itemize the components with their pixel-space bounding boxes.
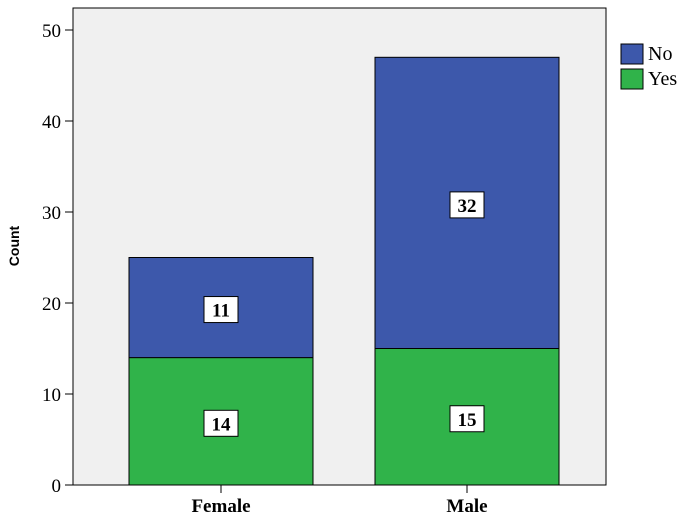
- x-tick-label-male: Male: [446, 496, 487, 516]
- y-axis: 0 10 20 30 40 50: [42, 21, 73, 497]
- legend-label: No: [648, 43, 672, 65]
- y-axis-title: Count: [6, 225, 22, 266]
- legend-item-yes: Yes: [620, 68, 677, 90]
- legend-label: Yes: [648, 68, 677, 90]
- data-label-male-no: 32: [449, 191, 485, 219]
- legend: No Yes: [620, 43, 677, 90]
- y-tick-label: 0: [52, 476, 62, 497]
- data-label-text: 32: [458, 196, 477, 217]
- legend-swatch: [620, 43, 644, 65]
- data-label-female-yes: 14: [203, 409, 239, 437]
- data-label-text: 14: [212, 414, 232, 435]
- y-tick-label: 30: [42, 203, 61, 224]
- legend-item-no: No: [620, 43, 672, 65]
- data-label-box: [203, 409, 239, 437]
- data-label-text: 15: [458, 410, 477, 431]
- data-labels-layer: 14 11 15 32: [203, 191, 485, 437]
- legend-swatch: [620, 68, 644, 90]
- x-axis: Female Male: [191, 485, 488, 516]
- y-tick-label: 20: [42, 294, 61, 315]
- data-label-box: [449, 405, 485, 433]
- data-label-box: [449, 191, 485, 219]
- data-label-male-yes: 15: [449, 405, 485, 433]
- y-tick-label: 10: [42, 385, 61, 406]
- x-tick-label-female: Female: [191, 496, 250, 516]
- data-label-female-no: 11: [203, 296, 239, 324]
- data-label-text: 11: [212, 301, 230, 322]
- y-tick-label: 50: [42, 21, 61, 42]
- data-label-box: [203, 296, 239, 324]
- y-tick-label: 40: [42, 112, 61, 133]
